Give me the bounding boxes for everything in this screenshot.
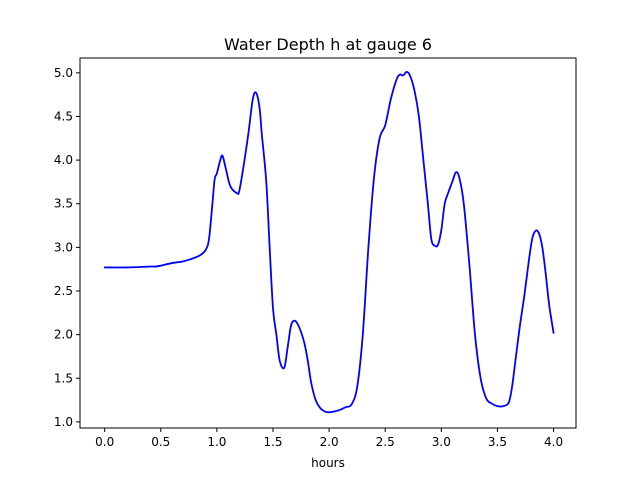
y-tick-label: 2.5 bbox=[54, 284, 73, 298]
x-tick-label: 0.0 bbox=[95, 435, 114, 449]
y-tick-label: 1.5 bbox=[54, 371, 73, 385]
y-tick-label: 2.0 bbox=[54, 328, 73, 342]
y-tick-label: 3.5 bbox=[54, 197, 73, 211]
x-tick-label: 1.0 bbox=[207, 435, 226, 449]
x-tick-label: 3.5 bbox=[488, 435, 507, 449]
x-tick-label: 3.0 bbox=[432, 435, 451, 449]
x-tick-label: 2.5 bbox=[376, 435, 395, 449]
axes-frame bbox=[79, 57, 577, 429]
plot-area: 0.0 0.5 1.0 1.5 2.0 2.5 3.0 3.5 4.0 1.0 1.5 2.0 2.5 3… bbox=[54, 66, 563, 449]
series-line-0 bbox=[103, 71, 555, 414]
x-tick-label: 0.5 bbox=[151, 435, 170, 449]
y-tick-label: 3.0 bbox=[54, 240, 73, 254]
y-tick-label: 5.0 bbox=[54, 66, 73, 80]
x-axis-label: hours bbox=[311, 456, 345, 470]
y-tick-label: 4.0 bbox=[54, 153, 73, 167]
chart-title: Water Depth h at gauge 6 bbox=[224, 35, 432, 54]
x-tick-label: 1.5 bbox=[263, 435, 282, 449]
y-tick-label: 4.5 bbox=[54, 109, 73, 123]
y-tick-label: 1.0 bbox=[54, 415, 73, 429]
x-tick-label: 2.0 bbox=[320, 435, 339, 449]
x-tick-label: 4.0 bbox=[544, 435, 563, 449]
